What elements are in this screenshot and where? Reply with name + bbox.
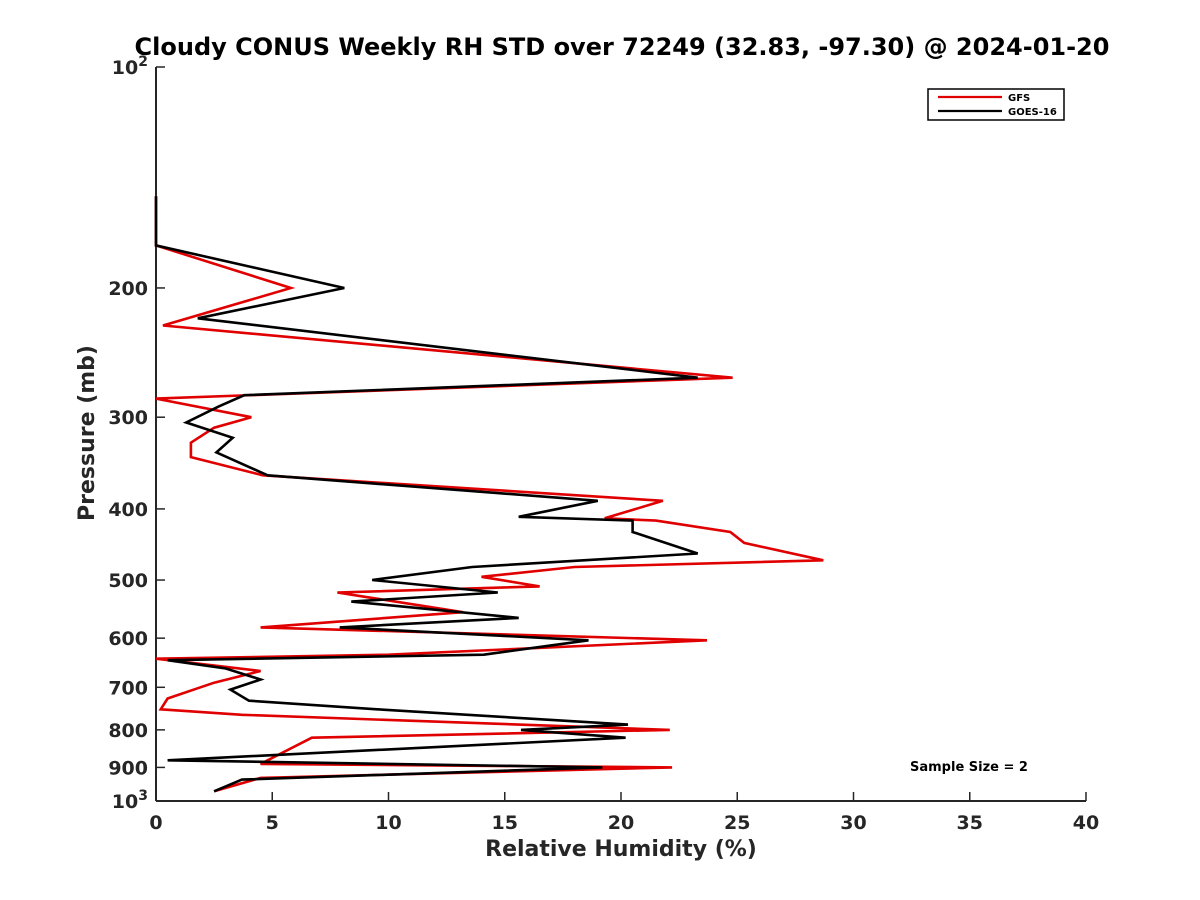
y-axis-label: Pressure (mb) (75, 345, 100, 521)
x-axis-label: Relative Humidity (%) (485, 837, 757, 862)
x-axis: 0 5 10 15 20 25 30 35 40 (149, 792, 1099, 834)
x-tick-label: 25 (724, 812, 750, 834)
x-tick-label: 30 (840, 812, 866, 834)
y-tick-label: 700 (108, 677, 148, 699)
legend: GFS GOES-16 (927, 88, 1065, 121)
legend-label-gfs: GFS (1008, 93, 1030, 104)
sample-size-annotation: Sample Size = 2 (910, 760, 1028, 775)
x-tick-label: 15 (492, 812, 518, 834)
legend-label-goes16: GOES-16 (1008, 107, 1057, 118)
y-tick-label: 103 (112, 788, 148, 813)
series-line-goes16 (154, 196, 699, 793)
x-tick-label: 10 (375, 812, 401, 834)
x-tick-label: 40 (1073, 812, 1099, 834)
series-group (154, 196, 824, 793)
y-tick-label: 600 (108, 628, 148, 650)
x-tick-label: 5 (266, 812, 279, 834)
x-tick-label: 0 (149, 812, 162, 834)
x-tick-label: 20 (608, 812, 634, 834)
y-tick-label: 800 (108, 720, 148, 742)
series-line-gfs (154, 196, 824, 793)
x-tick-label: 35 (957, 812, 983, 834)
y-tick-label: 300 (108, 407, 148, 429)
legend-box (927, 88, 1065, 121)
y-tick-label: 900 (108, 757, 148, 779)
y-tick-label: 102 (112, 54, 148, 79)
y-tick-label: 400 (108, 499, 148, 521)
y-tick-label: 200 (108, 278, 148, 300)
y-axis: 102 200 300 400 500 600 700 800 900 103 (108, 54, 165, 813)
y-tick-label: 500 (108, 570, 148, 592)
chart-title: Cloudy CONUS Weekly RH STD over 72249 (3… (135, 33, 1110, 61)
